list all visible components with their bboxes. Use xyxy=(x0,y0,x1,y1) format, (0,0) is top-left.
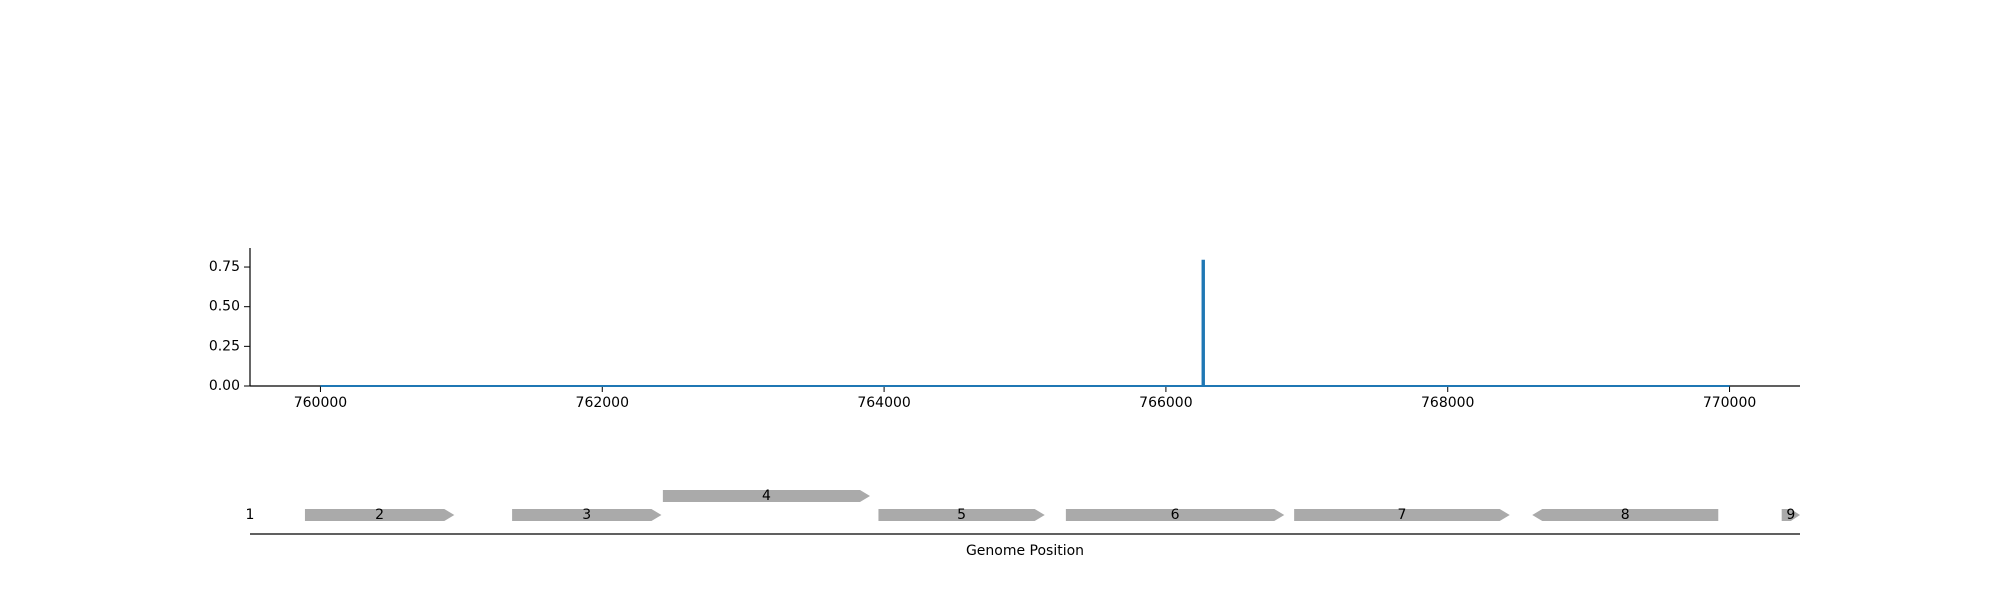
gene-feature xyxy=(1781,509,1800,521)
y-tick-label: 0.00 xyxy=(209,378,240,394)
gene-feature xyxy=(304,509,455,521)
gene-feature-label: 2 xyxy=(375,507,384,523)
features-layer: 1 2 3 4 5 6 7 8 9 xyxy=(246,488,1800,523)
x-axis-label: Genome Position xyxy=(966,543,1084,559)
gene-feature-label: 4 xyxy=(762,488,771,504)
y-ticks: 0.00 0.25 0.50 0.75 xyxy=(209,259,250,394)
gene-feature-label: 3 xyxy=(582,507,591,523)
gene-feature-label: 7 xyxy=(1397,507,1406,523)
gene-track: 1 2 3 4 5 6 7 8 9 Genome Position xyxy=(246,488,1800,559)
gene-feature-label: 5 xyxy=(957,507,966,523)
gene-feature xyxy=(662,490,870,502)
x-tick-label: 768000 xyxy=(1421,395,1474,411)
gene-feature xyxy=(878,509,1045,521)
coverage-plot: 0.00 0.25 0.50 0.75 760000 762000 764000 76600… xyxy=(209,248,1800,411)
y-tick-label: 0.25 xyxy=(209,338,240,354)
x-tick-label: 770000 xyxy=(1703,395,1756,411)
y-tick-label: 0.75 xyxy=(209,259,240,275)
gene-feature xyxy=(1065,509,1285,521)
gene-feature-label: 6 xyxy=(1171,507,1180,523)
gene-feature xyxy=(1294,509,1510,521)
x-ticks: 760000 762000 764000 766000 768000 770000 xyxy=(294,386,1756,411)
x-tick-label: 764000 xyxy=(857,395,910,411)
series-line xyxy=(320,259,1730,387)
y-tick-label: 0.50 xyxy=(209,299,240,315)
gene-feature xyxy=(512,509,662,521)
gene-feature xyxy=(1532,509,1719,521)
gene-feature-label: 1 xyxy=(246,507,255,523)
series-layer xyxy=(320,259,1730,387)
x-tick-label: 762000 xyxy=(576,395,629,411)
x-tick-label: 760000 xyxy=(294,395,347,411)
gene-feature-label: 9 xyxy=(1786,507,1795,523)
gene-feature-label: 8 xyxy=(1621,507,1630,523)
x-tick-label: 766000 xyxy=(1139,395,1192,411)
